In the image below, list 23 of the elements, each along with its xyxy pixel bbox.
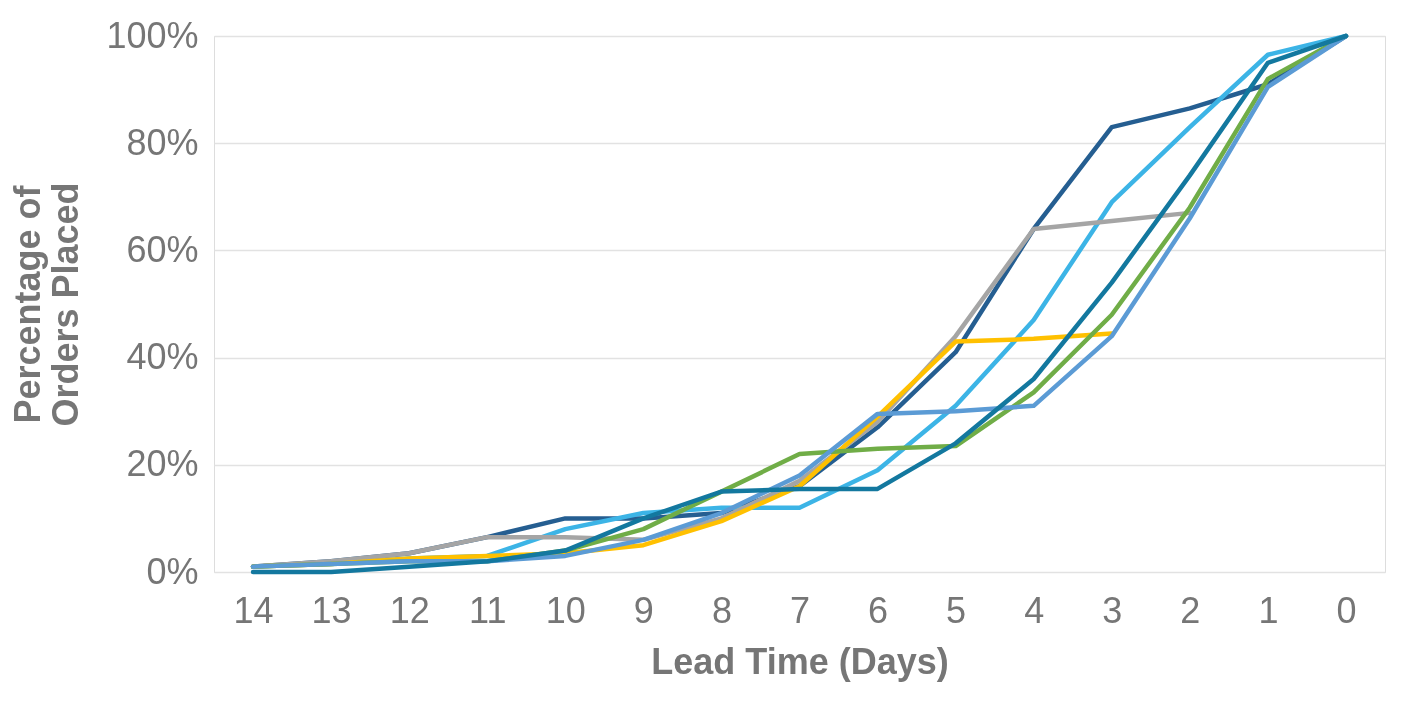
y-tick-label: 60% <box>126 228 199 270</box>
x-tick-label: 11 <box>469 589 507 631</box>
y-tick-label: 20% <box>126 443 199 485</box>
x-tick-label: 3 <box>1102 589 1123 631</box>
x-tick-label: 13 <box>311 589 352 631</box>
y-axis-title: Percentage of Orders Placed <box>7 182 87 427</box>
x-tick-label: 9 <box>633 589 654 631</box>
x-tick-label: 1 <box>1258 589 1279 631</box>
x-tick-label: 10 <box>545 589 586 631</box>
x-tick-label: 12 <box>389 589 430 631</box>
y-tick-label: 80% <box>126 121 199 163</box>
x-tick-label: 5 <box>946 589 967 631</box>
x-tick-label: 14 <box>233 589 274 631</box>
x-axis-title: Lead Time (Days) <box>651 640 949 682</box>
y-tick-label: 100% <box>106 14 199 56</box>
x-tick-label: 4 <box>1024 589 1045 631</box>
x-tick-label: 0 <box>1336 589 1357 631</box>
y-tick-label: 40% <box>126 336 199 378</box>
y-tick-label: 0% <box>146 550 199 592</box>
x-tick-label: 2 <box>1180 589 1201 631</box>
x-tick-label: 7 <box>789 589 811 631</box>
x-tick-label: 8 <box>711 589 732 631</box>
x-tick-label: 6 <box>868 589 889 631</box>
